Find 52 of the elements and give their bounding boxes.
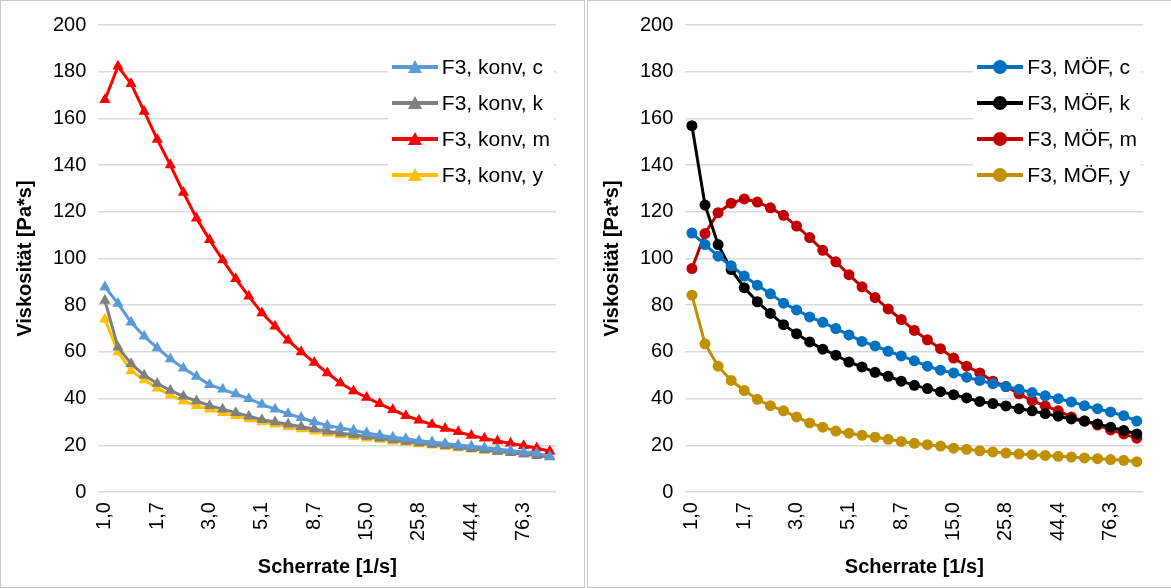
x-tick-label: 3,0: [197, 502, 220, 530]
legend-label: F3, konv, y: [441, 163, 544, 187]
legend-label: F3, konv, m: [441, 127, 550, 151]
legend-label: F3, konv, c: [441, 55, 544, 79]
x-tick-label: 1,0: [92, 502, 115, 530]
x-tick-label: 76,3: [1098, 502, 1121, 542]
y-tick-label: 80: [64, 292, 87, 315]
x-axis-title: Scherrate [1/s]: [257, 554, 397, 577]
y-axis-title: Viskosität [Pa*s]: [12, 180, 35, 337]
legend-label: F3, MÖF, m: [1027, 127, 1137, 151]
y-tick-label: 120: [639, 199, 674, 222]
y-tick-label: 140: [639, 152, 674, 175]
x-tick-label: 5,1: [249, 502, 272, 530]
y-tick-label: 120: [52, 199, 87, 222]
legend-label: F3, MÖF, c: [1027, 55, 1131, 79]
legend-label: F3, konv, k: [441, 91, 544, 115]
x-tick-label: 15,0: [354, 502, 377, 542]
y-tick-label: 0: [75, 479, 87, 502]
y-tick-label: 80: [651, 292, 674, 315]
x-tick-label: 25,8: [406, 502, 429, 542]
legend-label: F3, MÖF, k: [1027, 91, 1131, 115]
x-tick-label: 3,0: [784, 502, 807, 530]
y-tick-label: 100: [52, 246, 87, 269]
y-tick-label: 20: [64, 432, 87, 455]
x-tick-label: 8,7: [888, 502, 911, 530]
y-tick-label: 100: [639, 246, 674, 269]
y-tick-label: 20: [651, 432, 674, 455]
y-tick-label: 0: [662, 479, 674, 502]
y-tick-label: 160: [52, 105, 87, 128]
y-tick-label: 200: [639, 12, 674, 35]
y-tick-label: 40: [64, 386, 87, 409]
y-tick-label: 60: [651, 339, 674, 362]
x-tick-label: 8,7: [301, 502, 324, 530]
x-tick-label: 76,3: [511, 502, 534, 542]
y-tick-label: 40: [651, 386, 674, 409]
x-axis-title: Scherrate [1/s]: [844, 554, 984, 577]
x-tick-label: 44,4: [1045, 502, 1068, 542]
y-tick-label: 180: [52, 59, 87, 82]
x-tick-label: 15,0: [941, 502, 964, 542]
y-axis-title: Viskosität [Pa*s]: [599, 180, 622, 337]
x-tick-label: 25,8: [993, 502, 1016, 542]
x-tick-label: 1,7: [144, 502, 167, 530]
y-tick-label: 180: [639, 59, 674, 82]
y-tick-label: 160: [639, 105, 674, 128]
y-tick-label: 60: [64, 339, 87, 362]
x-tick-label: 44,4: [458, 502, 481, 542]
y-tick-label: 140: [52, 152, 87, 175]
x-tick-label: 5,1: [836, 502, 859, 530]
x-tick-label: 1,0: [679, 502, 702, 530]
x-tick-label: 1,7: [731, 502, 754, 530]
y-tick-label: 200: [52, 12, 87, 35]
legend-label: F3, MÖF, y: [1027, 163, 1131, 187]
